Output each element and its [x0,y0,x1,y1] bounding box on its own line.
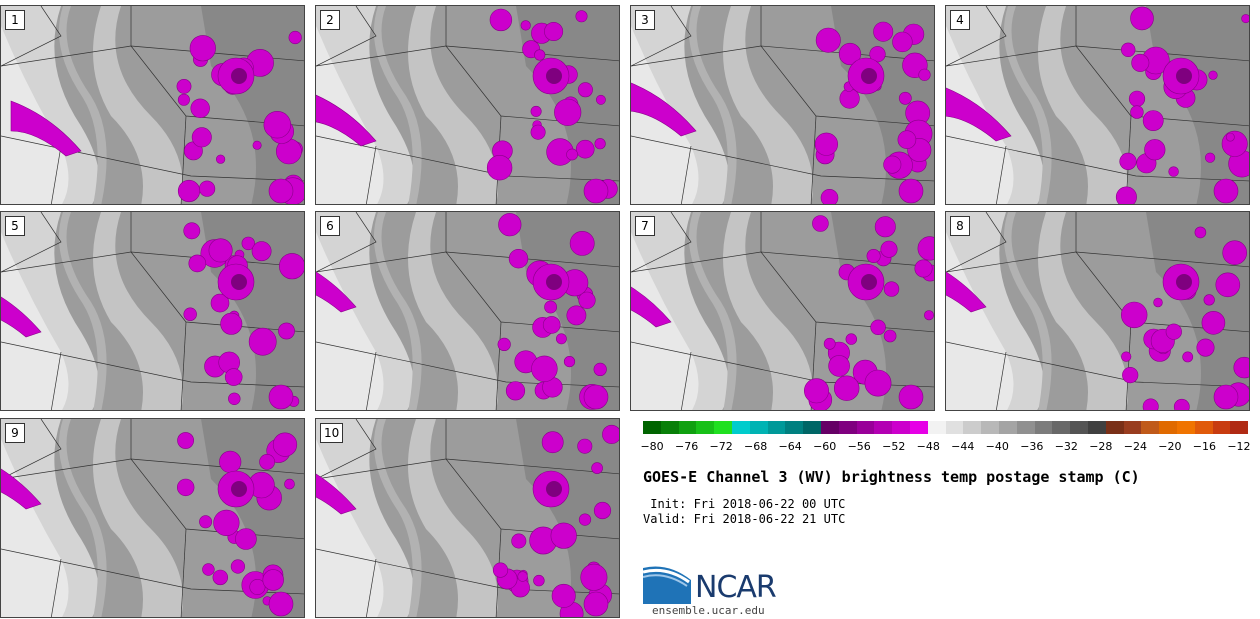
colorbar-segment [856,421,875,434]
ensemble-member-panel: 4 [945,5,1250,205]
colorbar-tick-label: −68 [744,440,768,453]
colorbar-tick-label: −44 [951,440,975,453]
colorbar-segment [660,421,679,434]
wv-brightness-map [316,6,619,204]
website-url: ensemble.ucar.edu [652,604,765,617]
colorbar-segment [1052,421,1071,434]
colorbar-segment [785,421,804,434]
colorbar-segment [1159,421,1177,434]
colorbar-segment [927,421,946,434]
wv-brightness-map [1,6,304,204]
ncar-logo-icon [643,566,691,604]
colorbar-segment [874,421,893,434]
colorbar-segment [963,421,982,434]
colorbar-segment [749,421,768,434]
colorbar-segment [803,421,821,434]
ensemble-member-panel: 1 [0,5,305,205]
ensemble-member-panel: 7 [630,211,935,411]
wv-brightness-map [1,419,304,617]
wv-brightness-map [946,6,1249,204]
colorbar-segment [892,421,910,434]
colorbar-segment [1212,421,1231,434]
colorbar-segment [945,421,964,434]
figure-title: GOES-E Channel 3 (WV) brightness temp po… [643,468,1140,486]
panel-number-label: 3 [635,10,655,30]
colorbar-segment [1034,421,1053,434]
ensemble-member-panel: 9 [0,418,305,618]
colorbar-ticks: −80 −76 −72 −68 −64 −60 −56 −52 −48 −44 −40 −36 −32−… [640,440,1251,454]
wv-brightness-map [1,212,304,410]
ncar-logo-text: NCAR [695,570,777,605]
ensemble-member-panel: 2 [315,5,620,205]
colorbar-segment [1105,421,1124,434]
panel-number-label: 2 [320,10,340,30]
panel-number-label: 1 [5,10,25,30]
colorbar-tick-label: −52 [882,440,906,453]
colorbar-tick-label: −32 [1054,440,1078,453]
colorbar-tick-label: −24 [1123,440,1147,453]
colorbar-segment [1176,421,1195,434]
colorbar-segment [678,421,697,434]
init-time: Init: Fri 2018-06-22 00 UTC [643,497,846,511]
colorbar-segment [838,421,857,434]
colorbar-tick-label: −64 [778,440,802,453]
wv-brightness-map [946,212,1249,410]
panel-number-label: 10 [320,423,344,443]
panel-number-label: 4 [950,10,970,30]
colorbar-tick-label: −76 [674,440,699,453]
colorbar-segment [1070,421,1088,434]
colorbar-tick-label: −80 [640,440,664,453]
ensemble-member-panel: 3 [630,5,935,205]
colorbar-tick-label: −60 [813,440,837,453]
wv-brightness-map [316,212,619,410]
panel-number-label: 6 [320,216,340,236]
ensemble-member-panel: 5 [0,211,305,411]
colorbar-segment [820,421,839,434]
colorbar-tick-label: −36 [1020,440,1044,453]
colorbar-segment [1230,421,1249,434]
colorbar-tick-label: −12 [1227,440,1251,453]
ensemble-member-panel: 10 [315,418,620,618]
ensemble-member-panel: 6 [315,211,620,411]
colorbar-segment [714,421,732,434]
colorbar-segment [981,421,999,434]
colorbar-tick-label: −48 [916,440,940,453]
colorbar-segment [696,421,715,434]
wv-brightness-map [631,212,934,410]
colorbar-segment [1016,421,1035,434]
ensemble-member-panel: 8 [945,211,1250,411]
colorbar-segment [643,421,661,434]
colorbar-tick-label: −72 [709,440,733,453]
colorbar-segment [998,421,1017,434]
panel-number-label: 5 [5,216,25,236]
panel-number-label: 8 [950,216,970,236]
colorbar-segment [1087,421,1106,434]
colorbar-segment [1194,421,1213,434]
colorbar-segment [909,421,928,434]
colorbar-segment [731,421,750,434]
colorbar-segment [1141,421,1160,434]
panel-number-label: 7 [635,216,655,236]
panel-number-label: 9 [5,423,25,443]
colorbar [643,421,1249,434]
wv-brightness-map [631,6,934,204]
colorbar-segment [1123,421,1142,434]
colorbar-segment [767,421,786,434]
wv-brightness-map [316,419,619,617]
colorbar-tick-label: −56 [847,440,871,453]
colorbar-tick-label: −16 [1192,440,1216,453]
colorbar-tick-label: −20 [1158,440,1182,453]
valid-time: Valid: Fri 2018-06-22 21 UTC [643,512,846,526]
colorbar-tick-label: −28 [1089,440,1113,453]
colorbar-tick-label: −40 [985,440,1009,453]
